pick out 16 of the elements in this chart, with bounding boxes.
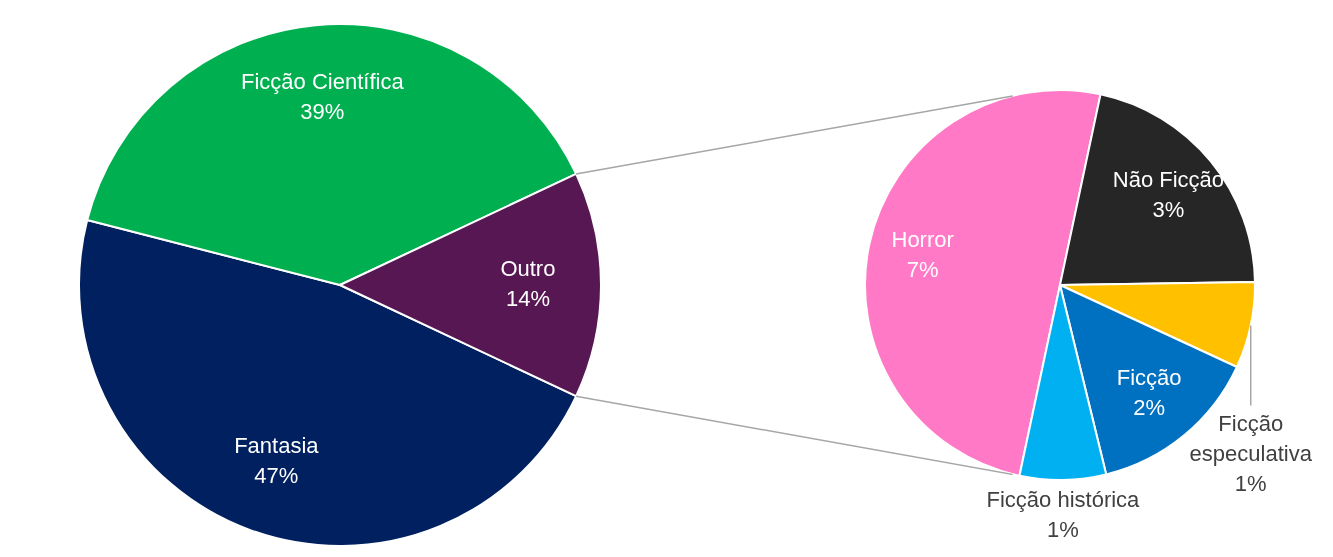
slice-label: Fantasia [234,432,320,458]
slice-label: Ficção especulativa [1189,410,1313,466]
data-label: 3% [1152,196,1185,222]
slice-label: Horror [891,226,954,252]
data-label: 1% [1047,517,1079,543]
data-label: 2% [1133,394,1166,420]
slice-label: Não Ficção [1112,166,1225,192]
data-label: 1% [1234,470,1267,496]
slice-label: Ficção Científica [241,68,405,94]
slice-label: Outro [500,256,556,282]
slice-label: Ficção [1116,364,1182,390]
slice-label: Ficção histórica [986,487,1141,513]
data-label: 14% [505,286,550,312]
data-label: 47% [254,462,299,488]
data-label: 39% [300,98,345,124]
data-label: 7% [906,256,939,282]
